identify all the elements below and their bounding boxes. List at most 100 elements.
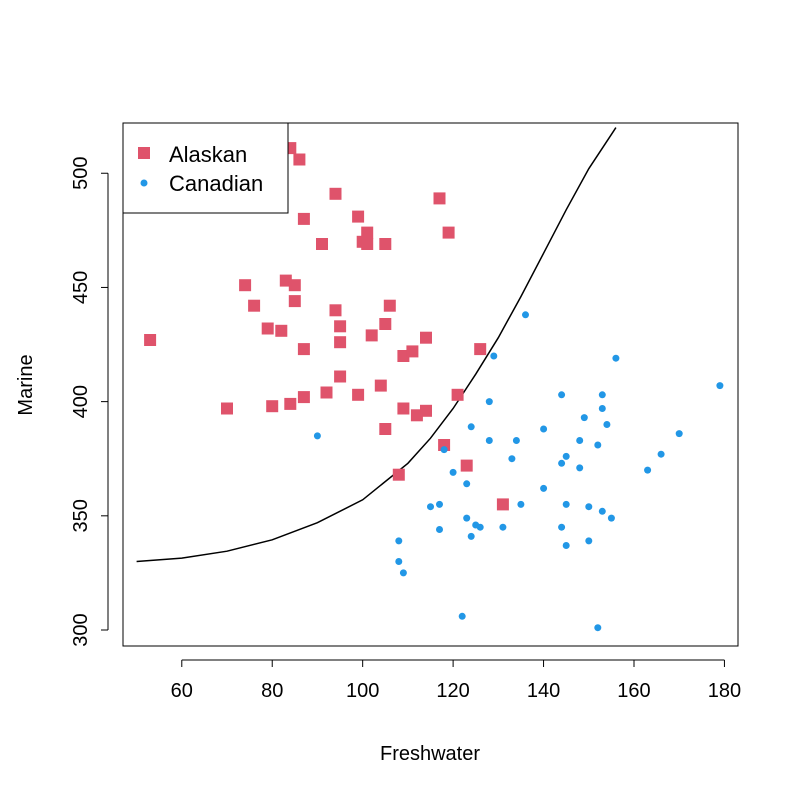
point-canadian	[585, 537, 593, 545]
point-alaskan	[297, 391, 310, 404]
point-alaskan	[288, 295, 301, 308]
point-alaskan	[297, 343, 310, 356]
point-canadian	[603, 421, 611, 428]
point-canadian	[512, 437, 520, 444]
point-canadian	[476, 523, 484, 531]
point-alaskan	[474, 343, 487, 356]
point-canadian	[558, 391, 566, 399]
point-alaskan	[361, 238, 374, 250]
point-alaskan	[329, 187, 342, 200]
x-axis: 60 80 100 120 140 160 180	[171, 659, 741, 702]
point-alaskan	[496, 498, 509, 511]
point-canadian	[395, 537, 403, 545]
point-alaskan	[239, 279, 252, 292]
point-canadian	[558, 459, 566, 467]
point-alaskan	[379, 238, 392, 250]
point-canadian	[449, 468, 457, 476]
point-canadian	[313, 432, 321, 440]
y-tick-label: 400	[70, 385, 92, 418]
point-canadian	[576, 437, 584, 444]
legend-label-canadian: Canadian	[169, 171, 263, 196]
point-canadian	[485, 398, 493, 406]
y-tick-label: 450	[70, 271, 92, 304]
point-alaskan	[383, 299, 396, 312]
point-canadian	[612, 354, 620, 362]
point-alaskan	[433, 192, 446, 205]
point-alaskan	[406, 345, 419, 358]
decision-boundary-curve	[136, 127, 617, 563]
point-alaskan	[297, 212, 310, 225]
point-canadian	[562, 500, 570, 508]
series-canadian	[313, 311, 724, 632]
point-canadian	[427, 503, 434, 511]
x-tick-label: 80	[261, 680, 283, 702]
point-alaskan	[293, 153, 306, 166]
point-canadian	[499, 523, 507, 531]
point-canadian	[467, 532, 475, 540]
point-alaskan	[316, 238, 328, 250]
point-alaskan	[397, 402, 410, 415]
plot-frame	[122, 122, 739, 647]
point-alaskan	[410, 409, 423, 422]
point-canadian	[436, 526, 443, 533]
point-canadian	[463, 480, 471, 488]
point-alaskan	[288, 279, 301, 292]
point-alaskan	[334, 320, 347, 333]
legend-marker-canadian	[140, 179, 148, 187]
legend-marker-alaskan	[138, 147, 150, 159]
point-canadian	[490, 352, 498, 360]
point-canadian	[395, 558, 403, 565]
point-canadian	[716, 382, 724, 390]
point-canadian	[585, 503, 593, 511]
point-alaskan	[374, 379, 387, 392]
point-canadian	[485, 437, 493, 444]
legend-box	[122, 122, 289, 214]
point-canadian	[562, 542, 570, 549]
point-alaskan	[334, 370, 347, 383]
legend: Alaskan Canadian	[122, 122, 289, 214]
point-canadian	[580, 414, 588, 422]
point-canadian	[607, 514, 615, 522]
point-canadian	[576, 464, 584, 472]
point-canadian	[657, 450, 665, 458]
point-canadian	[594, 624, 602, 632]
point-canadian	[598, 391, 606, 399]
point-alaskan	[365, 329, 378, 342]
point-alaskan	[361, 226, 374, 239]
x-axis-label: Freshwater	[380, 743, 480, 765]
point-alaskan	[221, 402, 233, 415]
point-canadian	[440, 446, 448, 454]
y-tick-label: 350	[70, 499, 92, 532]
point-alaskan	[451, 388, 464, 401]
point-canadian	[540, 484, 548, 492]
point-alaskan	[379, 318, 392, 330]
point-canadian	[558, 523, 566, 531]
point-canadian	[598, 507, 606, 515]
point-canadian	[540, 425, 548, 433]
x-tick-label: 160	[617, 680, 650, 702]
y-tick-label: 500	[70, 157, 92, 190]
point-canadian	[399, 569, 407, 577]
point-canadian	[463, 514, 471, 522]
point-canadian	[467, 423, 475, 431]
point-alaskan	[329, 304, 342, 317]
point-canadian	[436, 500, 443, 508]
point-alaskan	[261, 322, 274, 335]
plot-layer	[136, 127, 724, 632]
y-axis-label: Marine	[15, 354, 37, 415]
point-alaskan	[460, 459, 473, 472]
point-canadian	[598, 405, 606, 412]
point-alaskan	[284, 397, 297, 410]
point-canadian	[675, 430, 683, 438]
x-tick-label: 140	[527, 680, 560, 702]
x-tick-label: 60	[171, 680, 193, 702]
point-canadian	[562, 452, 570, 460]
point-alaskan	[248, 299, 261, 312]
point-alaskan	[442, 226, 455, 239]
y-axis: 300 350 400 450 500	[70, 157, 109, 647]
point-canadian	[644, 466, 652, 474]
point-alaskan	[420, 404, 432, 417]
x-tick-label: 100	[346, 680, 379, 702]
point-alaskan	[352, 388, 365, 401]
